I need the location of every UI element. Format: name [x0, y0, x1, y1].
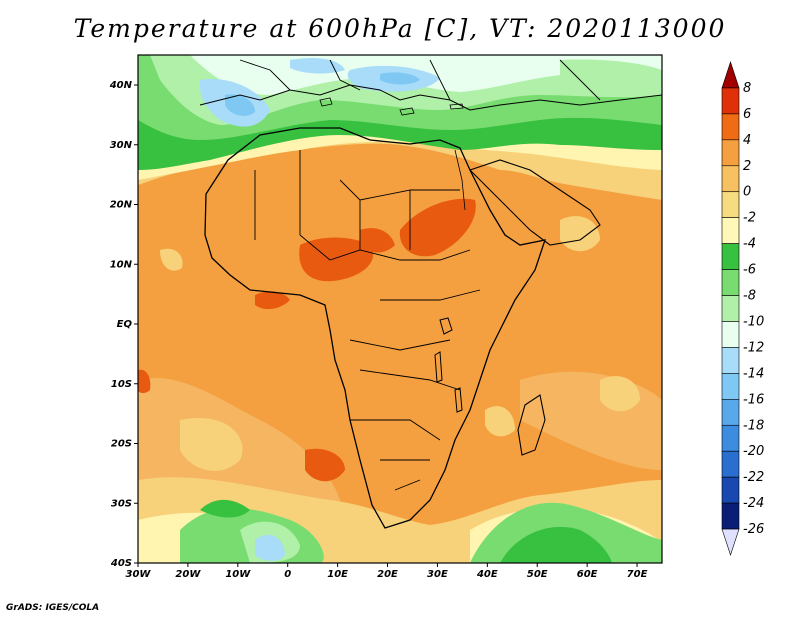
field-pale-1	[560, 216, 600, 252]
field-blue-2	[225, 94, 255, 116]
field-pale-2	[600, 376, 640, 412]
field-hot-3	[255, 291, 290, 310]
map-frame	[137, 54, 663, 564]
colorbar-swatch	[721, 87, 740, 115]
lat-tick-label: 20N	[110, 200, 133, 211]
colorbar-label: -8	[743, 289, 756, 304]
field-hot-2	[360, 228, 395, 253]
colorbar-label: 2	[743, 159, 751, 174]
colorbar-swatch	[721, 502, 740, 530]
colorbar-swatch	[721, 424, 740, 452]
longitude-axis: 30W 20W 10W 0 10E 20E 30E 40E 50E 60E 70E	[126, 563, 648, 580]
colorbar-label: 4	[743, 133, 751, 148]
europe-coastline	[199, 84, 662, 111]
colorbar-label: -24	[743, 496, 764, 511]
colorbar-swatch	[721, 269, 740, 296]
lon-tick-label: 10E	[327, 569, 348, 580]
colorbar-label: -16	[743, 392, 764, 407]
colorbar-swatch	[721, 139, 740, 167]
lat-tick-label: 20S	[111, 439, 132, 450]
colorbar: 8 6 4 2 0 -2 -4 -6 -8 -10 -12 -14 -16 -18 -20 -22 -24 -26	[721, 61, 764, 556]
colorbar-swatch	[721, 243, 740, 270]
lakes	[434, 317, 463, 413]
field-hot-sudan	[399, 198, 476, 257]
africa-coastline	[204, 127, 546, 529]
colorbar-swatch	[721, 528, 740, 556]
lon-tick-label: 0	[284, 569, 291, 580]
country-borders	[254, 150, 481, 491]
field-blue-4	[380, 72, 420, 85]
field-green-sw-dark	[200, 499, 250, 518]
credit-label: GrADS: IGES/COLA	[6, 603, 100, 613]
colorbar-label: -22	[743, 470, 764, 485]
lon-tick-label: 30E	[427, 569, 448, 580]
page-title: Temperature at 600hPa [C], VT: 202011300…	[73, 14, 727, 43]
colorbar-swatch	[721, 321, 740, 348]
islands	[319, 97, 464, 116]
colorbar-label: 0	[743, 185, 751, 200]
colorbar-swatch	[721, 61, 740, 89]
field-hot-5	[138, 369, 151, 394]
lon-tick-label: 20W	[175, 569, 201, 580]
colorbar-label: -18	[743, 418, 764, 433]
field-hot-4	[305, 448, 345, 482]
colorbar-swatch	[721, 217, 740, 244]
lon-tick-label: 60E	[577, 569, 598, 580]
colorbar-swatch	[721, 113, 740, 141]
colorbar-swatch	[721, 295, 740, 322]
colorbar-swatch	[721, 165, 740, 193]
lat-tick-label: 10N	[110, 259, 133, 270]
colorbar-label: -20	[743, 444, 764, 459]
lon-tick-label: 30W	[126, 569, 152, 580]
nile-river	[454, 149, 466, 211]
colorbar-swatch	[721, 476, 740, 504]
lon-tick-label: 20E	[377, 569, 398, 580]
field-hot-westafrica	[299, 237, 374, 282]
field-green-se-dark	[500, 526, 612, 563]
colorbar-swatch	[721, 347, 740, 374]
lon-tick-label: 10W	[225, 569, 251, 580]
latitude-axis: 40N 30N 20N 10N EQ 10S 20S 30S 40S	[109, 80, 138, 569]
arabia-outline	[468, 159, 601, 246]
lat-tick-label: 30N	[110, 140, 133, 151]
colorbar-label: 6	[743, 107, 751, 122]
colorbar-label: -4	[743, 237, 756, 252]
colorbar-label: -2	[743, 211, 756, 226]
colorbar-label: -10	[743, 314, 764, 329]
lat-tick-label: EQ	[117, 319, 133, 330]
colorbar-label: -6	[743, 263, 756, 278]
colorbar-label: -12	[743, 340, 764, 355]
field-north-east	[560, 59, 662, 91]
europe-borders	[239, 59, 601, 101]
lon-tick-label: 50E	[527, 569, 548, 580]
colorbar-swatch	[721, 191, 740, 218]
field-patch-1	[180, 418, 243, 471]
lat-tick-label: 30S	[111, 498, 132, 509]
colorbar-label: 8	[743, 81, 751, 96]
temperature-map	[138, 55, 662, 563]
lat-tick-label: 40S	[110, 558, 132, 569]
lat-tick-label: 40N	[109, 80, 133, 91]
colorbar-swatch	[721, 373, 740, 400]
colorbar-swatch	[721, 399, 740, 426]
madagascar-outline	[517, 394, 546, 456]
lon-tick-label: 40E	[476, 569, 498, 580]
colorbar-swatch	[721, 450, 740, 478]
colorbar-label: -14	[743, 366, 764, 381]
lon-tick-label: 70E	[627, 569, 648, 580]
colorbar-label: -26	[743, 522, 764, 537]
field-pale-3	[160, 248, 183, 271]
field-pale-4	[485, 406, 515, 437]
field-blue-sw	[255, 534, 285, 561]
lat-tick-label: 10S	[111, 379, 132, 390]
